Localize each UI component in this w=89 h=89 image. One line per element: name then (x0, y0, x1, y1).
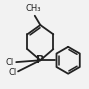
Text: CH₃: CH₃ (25, 4, 41, 13)
Text: Cl: Cl (5, 58, 13, 67)
Text: P: P (36, 55, 44, 65)
Text: Cl: Cl (9, 68, 17, 77)
